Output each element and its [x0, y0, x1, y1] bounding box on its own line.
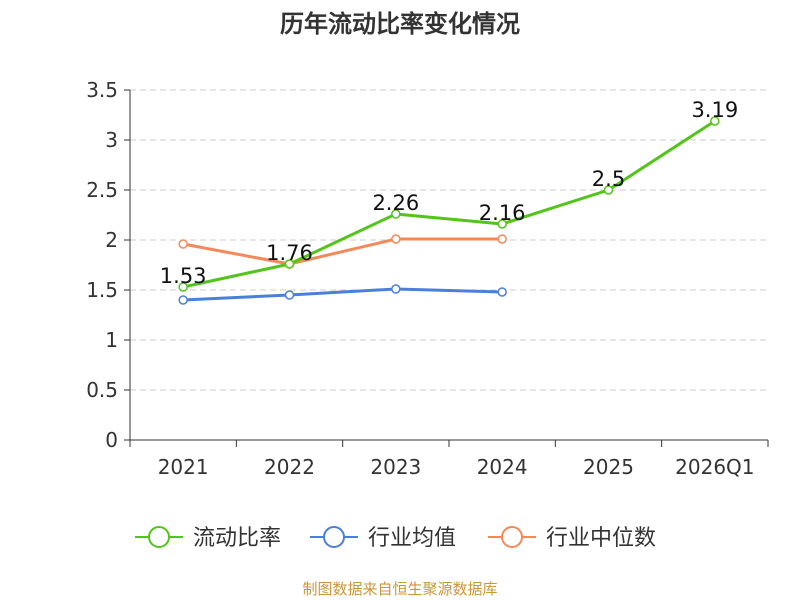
data-point[interactable]	[497, 219, 507, 229]
data-point[interactable]	[391, 284, 401, 294]
data-point[interactable]	[391, 209, 401, 219]
legend-label: 行业均值	[368, 526, 456, 551]
data-point[interactable]	[178, 282, 188, 292]
legend-marker	[323, 526, 345, 548]
x-tick-label: 2025	[583, 455, 634, 479]
data-point[interactable]	[497, 287, 507, 297]
legend-item[interactable]: 行业均值	[310, 526, 456, 551]
legend-label: 流动比率	[193, 526, 281, 551]
data-point[interactable]	[178, 295, 188, 305]
source-note: 制图数据来自恒生聚源数据库	[302, 580, 498, 598]
legend-marker	[501, 526, 523, 548]
data-label: 2.5	[592, 167, 625, 191]
series-line	[183, 287, 503, 302]
data-label: 2.26	[372, 191, 419, 215]
legend: 流动比率 行业均值 行业中位数	[135, 526, 656, 551]
y-tick-label: 1.5	[86, 278, 118, 302]
y-tick-label: 0.5	[86, 378, 118, 402]
series-lines	[178, 116, 720, 305]
legend-label: 行业中位数	[546, 526, 656, 551]
legend-item[interactable]: 行业中位数	[488, 526, 656, 551]
x-tick-label: 2023	[370, 455, 421, 479]
chart-title: 历年流动比率变化情况	[280, 10, 520, 38]
data-point[interactable]	[284, 290, 295, 300]
data-label: 2.16	[479, 201, 526, 225]
y-tick-label: 3	[105, 128, 118, 152]
y-tick-label: 0	[105, 428, 118, 452]
x-tick-label: 2026Q1	[675, 455, 754, 479]
data-point[interactable]	[710, 116, 720, 126]
data-point[interactable]	[284, 259, 295, 269]
axes: 0 0.5 1 1.5 2 2.5 3 3.5 2021 2022 2023 2024 2025 2026…	[86, 78, 769, 479]
data-point[interactable]	[178, 239, 188, 249]
data-label: 1.53	[160, 264, 207, 288]
data-point[interactable]	[603, 185, 614, 195]
y-tick-label: 2	[105, 228, 118, 252]
data-labels: 1.53 1.76 2.26 2.16 2.5 3.19	[160, 98, 738, 288]
series-line	[182, 119, 716, 289]
y-tick-label: 1	[105, 328, 118, 352]
x-tick-label: 2022	[264, 455, 315, 479]
grid-lines	[130, 89, 768, 391]
x-tick-label: 2021	[158, 455, 209, 479]
legend-item[interactable]: 流动比率	[135, 526, 281, 551]
legend-marker	[148, 526, 170, 548]
data-label: 3.19	[691, 98, 738, 122]
series-line	[182, 237, 503, 266]
data-label: 1.76	[266, 241, 313, 265]
x-tick-label: 2024	[477, 455, 528, 479]
y-tick-label: 3.5	[86, 78, 118, 102]
data-point[interactable]	[497, 234, 507, 244]
y-tick-label: 2.5	[86, 178, 118, 202]
data-point[interactable]	[391, 234, 401, 244]
